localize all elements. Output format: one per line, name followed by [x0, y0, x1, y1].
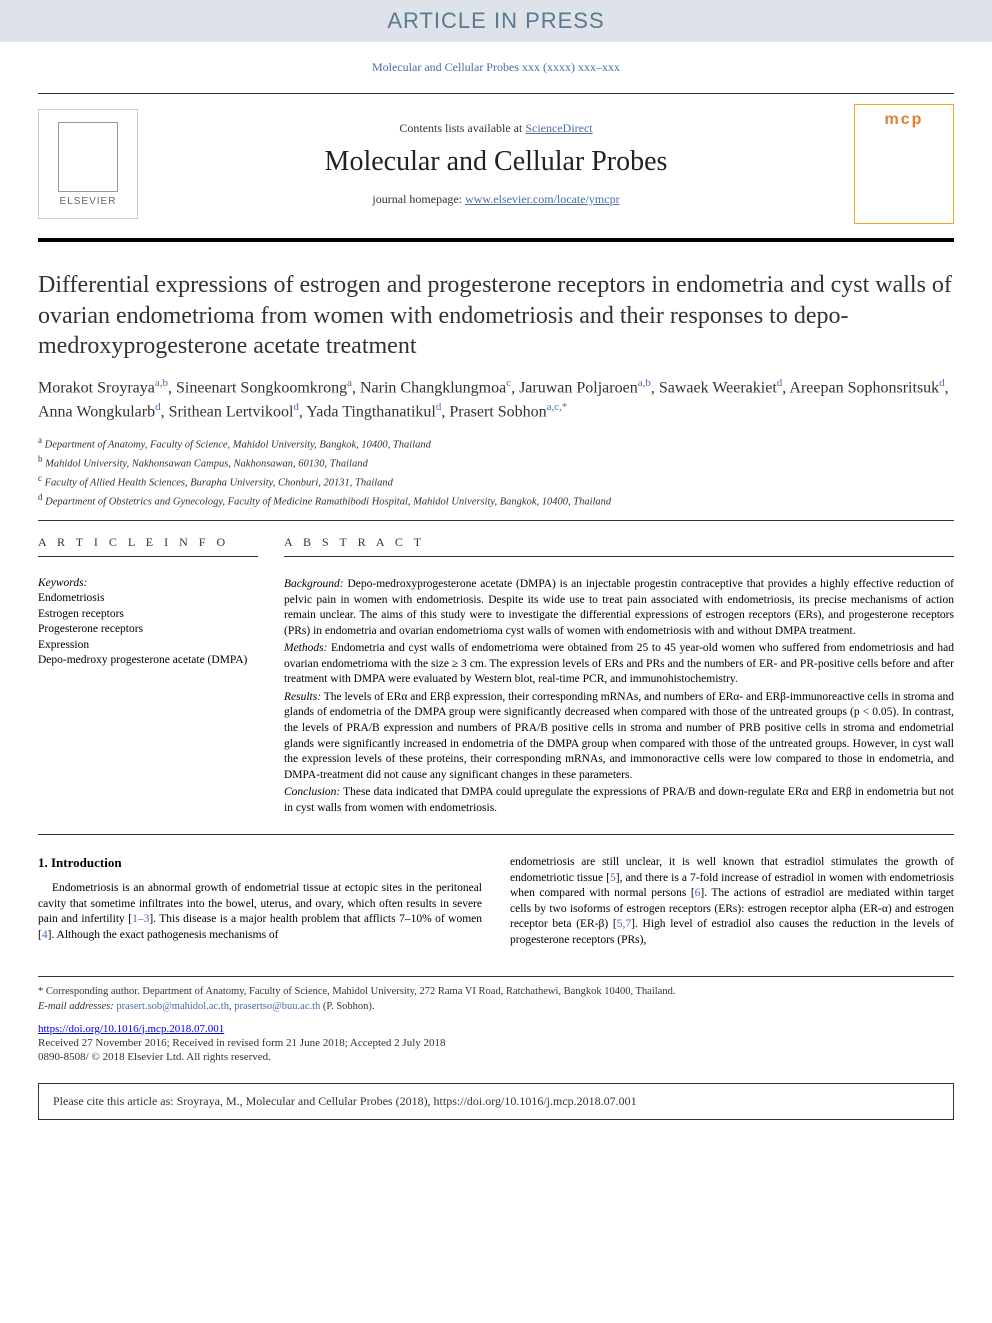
author: Sawaek Weerakiet: [659, 379, 777, 396]
author-aff-link[interactable]: a,c,*: [547, 401, 568, 413]
article-title: Differential expressions of estrogen and…: [38, 270, 954, 362]
journal-homepage-line: journal homepage: www.elsevier.com/locat…: [150, 192, 842, 207]
author: Morakot Sroyraya: [38, 379, 155, 396]
intro-paragraph-left: Endometriosis is an abnormal growth of e…: [38, 881, 482, 943]
abstract-column: A B S T R A C T Background: Depo-medroxy…: [284, 535, 954, 818]
author: Prasert Sobhon: [449, 403, 546, 420]
author: Anna Wongkularb: [38, 403, 155, 420]
article-info-heading: A R T I C L E I N F O: [38, 535, 258, 557]
author-aff-link[interactable]: a: [347, 377, 352, 389]
author-aff-link[interactable]: c: [506, 377, 511, 389]
affiliation: b Mahidol University, Nakhonsawan Campus…: [38, 453, 954, 472]
author-aff-link[interactable]: d: [939, 377, 945, 389]
divider-bottom: [38, 834, 954, 835]
keyword: Expression: [38, 638, 258, 654]
affiliation: d Department of Obstetrics and Gynecolog…: [38, 491, 954, 510]
header-center: Contents lists available at ScienceDirec…: [150, 121, 842, 207]
citation-link[interactable]: 4: [42, 929, 48, 941]
sciencedirect-link[interactable]: ScienceDirect: [525, 121, 592, 135]
abstract-heading: A B S T R A C T: [284, 535, 954, 557]
elsevier-tree-icon: [58, 122, 118, 192]
author-list: Morakot Sroyrayaa,b, Sineenart Songkoomk…: [38, 376, 954, 423]
author-aff-link[interactable]: d: [293, 401, 299, 413]
author: Srithean Lertvikool: [169, 403, 294, 420]
introduction-heading: 1. Introduction: [38, 855, 482, 871]
publisher-logo: ELSEVIER: [38, 109, 138, 219]
publisher-name: ELSEVIER: [60, 196, 117, 207]
body-text-columns: 1. Introduction Endometriosis is an abno…: [38, 855, 954, 948]
email-link-2[interactable]: prasertso@buu.ac.th: [234, 1001, 320, 1012]
affiliation: a Department of Anatomy, Faculty of Scie…: [38, 434, 954, 453]
abstract-conclusion: Conclusion: These data indicated that DM…: [284, 785, 954, 816]
affiliation-list: a Department of Anatomy, Faculty of Scie…: [38, 434, 954, 511]
citation-link[interactable]: 5,7: [617, 918, 631, 930]
corresponding-author-note: * Corresponding author. Department of An…: [38, 985, 954, 1000]
body-column-left: 1. Introduction Endometriosis is an abno…: [38, 855, 482, 948]
author-aff-link[interactable]: a,b: [155, 377, 168, 389]
article-info-column: A R T I C L E I N F O Keywords: Endometr…: [38, 535, 258, 818]
abstract-methods: Methods: Endometria and cyst walls of en…: [284, 641, 954, 688]
citation-link[interactable]: 1–3: [132, 913, 149, 925]
journal-homepage-link[interactable]: www.elsevier.com/locate/ymcpr: [465, 192, 620, 206]
divider-top: [38, 520, 954, 521]
keyword: Progesterone receptors: [38, 622, 258, 638]
keywords-label: Keywords:: [38, 577, 258, 589]
journal-cover-logo: mcp: [885, 111, 924, 129]
citation-link[interactable]: 6: [695, 887, 701, 899]
keyword: Depo-medroxy progesterone acetate (DMPA): [38, 653, 258, 669]
author-aff-link[interactable]: d: [436, 401, 442, 413]
email-link-1[interactable]: prasert.sob@mahidol.ac.th: [116, 1001, 229, 1012]
copyright-line: 0890-8508/ © 2018 Elsevier Ltd. All righ…: [38, 1051, 954, 1063]
journal-name: Molecular and Cellular Probes: [150, 146, 842, 178]
citation-box: Please cite this article as: Sroyraya, M…: [38, 1083, 954, 1120]
journal-header: ELSEVIER Contents lists available at Sci…: [38, 93, 954, 242]
affiliation: c Faculty of Allied Health Sciences, Bur…: [38, 472, 954, 491]
abstract-background: Background: Depo-medroxyprogesterone ace…: [284, 577, 954, 639]
banner-text: ARTICLE IN PRESS: [387, 8, 604, 33]
keyword: Estrogen receptors: [38, 607, 258, 623]
abstract-results: Results: The levels of ERα and ERβ expre…: [284, 690, 954, 783]
keyword: Endometriosis: [38, 591, 258, 607]
contents-list-line: Contents lists available at ScienceDirec…: [150, 121, 842, 136]
intro-paragraph-right: endometriosis are still unclear, it is w…: [510, 855, 954, 948]
author: Jaruwan Poljaroen: [519, 379, 638, 396]
author: Sineenart Songkoomkrong: [176, 379, 347, 396]
author: Areepan Sophonsritsuk: [789, 379, 939, 396]
author: Yada Tingthanatikul: [306, 403, 436, 420]
body-column-right: endometriosis are still unclear, it is w…: [510, 855, 954, 948]
received-dates: Received 27 November 2016; Received in r…: [38, 1037, 954, 1049]
journal-ref-line: Molecular and Cellular Probes xxx (xxxx)…: [0, 60, 992, 75]
author-aff-link[interactable]: d: [777, 377, 783, 389]
author: Narin Changklungmoa: [360, 379, 506, 396]
keywords-list: EndometriosisEstrogen receptorsProgester…: [38, 591, 258, 669]
email-line: E-mail addresses: prasert.sob@mahidol.ac…: [38, 1000, 954, 1015]
info-abstract-row: A R T I C L E I N F O Keywords: Endometr…: [38, 535, 954, 818]
journal-cover: mcp: [854, 104, 954, 224]
footnotes: * Corresponding author. Department of An…: [38, 985, 954, 1014]
doi-link[interactable]: https://doi.org/10.1016/j.mcp.2018.07.00…: [38, 1023, 954, 1035]
author-aff-link[interactable]: d: [155, 401, 161, 413]
footnote-separator: [38, 976, 954, 977]
citation-link[interactable]: 5: [610, 872, 616, 884]
author-aff-link[interactable]: a,b: [638, 377, 651, 389]
article-in-press-banner: ARTICLE IN PRESS: [0, 0, 992, 42]
